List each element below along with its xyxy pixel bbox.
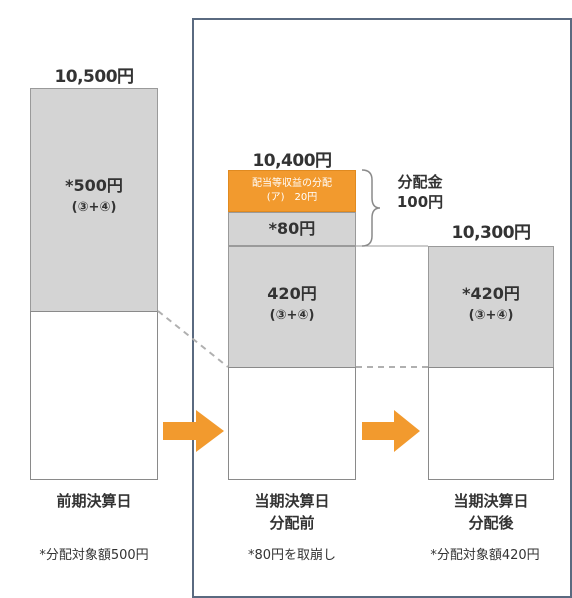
after-note: *分配対象額420円 <box>430 548 540 563</box>
before-note: *80円を取崩し <box>247 548 337 563</box>
distribution-brace <box>361 169 381 247</box>
prev-distributable-sub: (③+④) <box>71 200 117 215</box>
before-distributable-bar: 420円 (③+④) <box>228 246 356 368</box>
drawdown-amount: *80円 <box>268 219 316 238</box>
before-base-bar <box>228 367 356 480</box>
arrow-right-icon-1 <box>163 410 224 452</box>
before-distributable-sub: (③+④) <box>269 308 315 323</box>
distribution-amount: 100円 <box>396 193 444 211</box>
income-distribution-bar: 配当等収益の分配 (ア) 20円 <box>228 170 356 212</box>
drawdown-bar: *80円 <box>228 212 356 246</box>
distribution-title: 分配金 <box>397 173 443 191</box>
base-dashed-connector-left <box>157 310 229 368</box>
prev-note: *分配対象額500円 <box>39 548 149 563</box>
prev-date-label: 前期決算日 <box>56 492 132 510</box>
prev-base-bar <box>30 311 158 480</box>
after-distributable-sub: (③+④) <box>468 308 514 323</box>
diagram-connectors <box>157 169 428 452</box>
after-distributable-amount: *420円 <box>462 284 520 303</box>
before-amount-label: 10,400円 <box>252 151 332 171</box>
prev-distributable-bar: *500円 (③+④) <box>30 88 158 312</box>
arrow-right-icon-2 <box>362 410 420 452</box>
prev-amount-label: 10,500円 <box>54 67 134 87</box>
prev-distributable-amount: *500円 <box>65 176 123 195</box>
before-date-label: 当期決算日 分配前 <box>254 492 330 532</box>
after-amount-label: 10,300円 <box>451 223 531 243</box>
after-date-label: 当期決算日 分配後 <box>453 492 529 532</box>
after-base-bar <box>428 367 554 480</box>
distribution-label: 分配金 100円 <box>380 172 460 212</box>
before-distributable-amount: 420円 <box>267 284 317 303</box>
after-distributable-bar: *420円 (③+④) <box>428 246 554 368</box>
